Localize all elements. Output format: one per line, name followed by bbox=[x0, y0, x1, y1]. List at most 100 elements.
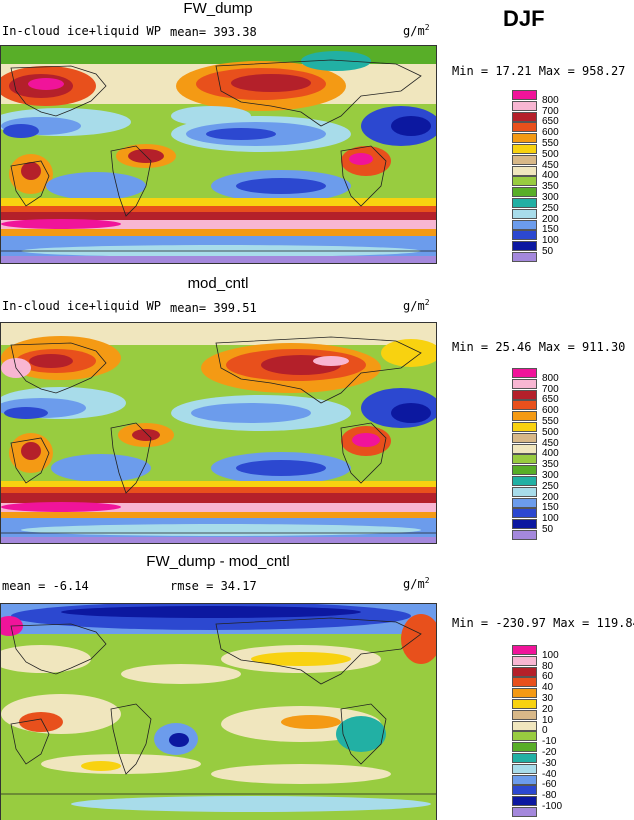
panel3-title: FW_dump - mod_cntl bbox=[146, 553, 290, 570]
colorbar-label: 600 bbox=[542, 405, 559, 417]
panel3-mean: mean = -6.14 bbox=[2, 579, 89, 593]
colorbar-label: 350 bbox=[542, 181, 559, 193]
colorbar-swatch bbox=[512, 144, 537, 154]
colorbar-label: -20 bbox=[542, 747, 557, 758]
colorbar-label: 50 bbox=[542, 246, 554, 257]
colorbar-label: 700 bbox=[542, 383, 559, 395]
panel2-map-field bbox=[1, 323, 436, 543]
colorbar-swatch bbox=[512, 368, 537, 378]
colorbar-label: 550 bbox=[542, 416, 559, 427]
colorbar-swatch bbox=[512, 753, 537, 763]
colorbar-swatch bbox=[512, 486, 537, 497]
colorbar-swatch bbox=[512, 530, 537, 540]
colorbar-label: 200 bbox=[542, 213, 559, 225]
colorbar-label: 250 bbox=[542, 202, 559, 214]
colorbar-label: -40 bbox=[542, 768, 557, 780]
colorbar-label: 550 bbox=[542, 138, 559, 149]
colorbar-swatch bbox=[512, 198, 537, 208]
panel3-rmse: rmse = 34.17 bbox=[170, 579, 257, 593]
panel2-title: mod_cntl bbox=[187, 275, 249, 292]
panel1-title: FW_dump bbox=[183, 0, 253, 17]
colorbar-label: 400 bbox=[542, 448, 559, 460]
colorbar-label: 80 bbox=[542, 660, 554, 672]
panel1-mean: mean= 393.38 bbox=[170, 25, 257, 39]
colorbar-label: -60 bbox=[542, 779, 557, 791]
colorbar-label: 450 bbox=[542, 437, 559, 449]
colorbar-swatch bbox=[512, 709, 537, 720]
colorbar-swatch bbox=[512, 476, 537, 486]
colorbar-swatch bbox=[512, 519, 537, 530]
colorbar-swatch bbox=[512, 378, 537, 389]
panel2-minmax: Min = 25.46 Max = 911.30 bbox=[452, 340, 626, 354]
colorbar-swatch bbox=[512, 720, 537, 731]
colorbar-swatch bbox=[512, 422, 537, 432]
colorbar-swatch bbox=[512, 176, 537, 187]
colorbar-label: 150 bbox=[542, 224, 559, 236]
panel2-map bbox=[0, 322, 437, 544]
colorbar-label: 300 bbox=[542, 192, 559, 203]
panel1-variable: In-cloud ice+liquid WP bbox=[2, 24, 161, 38]
colorbar-label: -10 bbox=[542, 736, 557, 748]
colorbar-label: 100 bbox=[542, 649, 559, 661]
colorbar-swatch bbox=[512, 497, 537, 508]
colorbar-swatch bbox=[512, 122, 537, 133]
colorbar-label: 500 bbox=[542, 426, 559, 438]
colorbar-swatch bbox=[512, 154, 537, 165]
colorbar-label: 60 bbox=[542, 671, 554, 683]
panel2-variable: In-cloud ice+liquid WP bbox=[2, 299, 161, 313]
colorbar-label: 450 bbox=[542, 159, 559, 171]
colorbar-label: 30 bbox=[542, 693, 554, 704]
colorbar-swatch bbox=[512, 731, 537, 742]
colorbar-swatch bbox=[512, 165, 537, 176]
colorbar-label: 800 bbox=[542, 94, 559, 106]
colorbar-label: 250 bbox=[542, 480, 559, 492]
colorbar-label: 100 bbox=[542, 513, 559, 525]
colorbar-abs-2: 800 700 650 600 550 500 450 400 350 300 250 200 150 1… bbox=[512, 368, 592, 543]
colorbar-swatch bbox=[512, 465, 537, 476]
panel2-mean: mean= 399.51 bbox=[170, 301, 257, 315]
panel3-map bbox=[0, 603, 437, 820]
colorbar-swatch bbox=[512, 411, 537, 422]
colorbar-swatch bbox=[512, 774, 537, 785]
colorbar-label: 20 bbox=[542, 703, 554, 715]
colorbar-label: 50 bbox=[542, 524, 554, 535]
colorbar-swatch bbox=[512, 666, 537, 677]
colorbar-swatch bbox=[512, 508, 537, 519]
panel3-minmax: Min = -230.97 Max = 119.84 bbox=[452, 616, 634, 630]
colorbar-swatch bbox=[512, 400, 537, 411]
colorbar-diff: 100 80 60 40 30 20 10 0 -10 -20 -30 -40 -60 -80 -100 bbox=[512, 645, 592, 820]
colorbar-label: 0 bbox=[542, 725, 548, 737]
colorbar-swatch bbox=[512, 133, 537, 144]
colorbar-label: 650 bbox=[542, 394, 559, 406]
colorbar-label: 800 bbox=[542, 372, 559, 384]
colorbar-label: -100 bbox=[542, 801, 563, 812]
panel3-units: g/m2 bbox=[403, 576, 430, 591]
colorbar-swatch bbox=[512, 655, 537, 666]
colorbar-abs-1: 800 700 650 600 550 500 450 400 350 300 250 200 150 1… bbox=[512, 90, 592, 265]
colorbar-label: 700 bbox=[542, 105, 559, 117]
colorbar-swatch bbox=[512, 807, 537, 817]
colorbar-label: 350 bbox=[542, 459, 559, 471]
colorbar-label: 600 bbox=[542, 127, 559, 139]
colorbar-label: 100 bbox=[542, 235, 559, 247]
colorbar-swatch bbox=[512, 645, 537, 655]
colorbar-swatch bbox=[512, 241, 537, 252]
colorbar-swatch bbox=[512, 100, 537, 111]
colorbar-swatch bbox=[512, 90, 537, 100]
colorbar-swatch bbox=[512, 677, 537, 688]
colorbar-label: 300 bbox=[542, 470, 559, 481]
colorbar-swatch bbox=[512, 111, 537, 122]
colorbar-swatch bbox=[512, 187, 537, 198]
colorbar-label: 200 bbox=[542, 491, 559, 503]
colorbar-label: 40 bbox=[542, 682, 554, 694]
colorbar-swatch bbox=[512, 230, 537, 241]
colorbar-swatch bbox=[512, 796, 537, 807]
colorbar-swatch bbox=[512, 763, 537, 774]
colorbar-swatch bbox=[512, 699, 537, 709]
panel1-map bbox=[0, 45, 437, 264]
panel1-map-field bbox=[1, 46, 436, 263]
colorbar-label: 650 bbox=[542, 116, 559, 128]
colorbar-label: 400 bbox=[542, 170, 559, 182]
colorbar-swatch bbox=[512, 432, 537, 443]
panel2-units: g/m2 bbox=[403, 298, 430, 313]
